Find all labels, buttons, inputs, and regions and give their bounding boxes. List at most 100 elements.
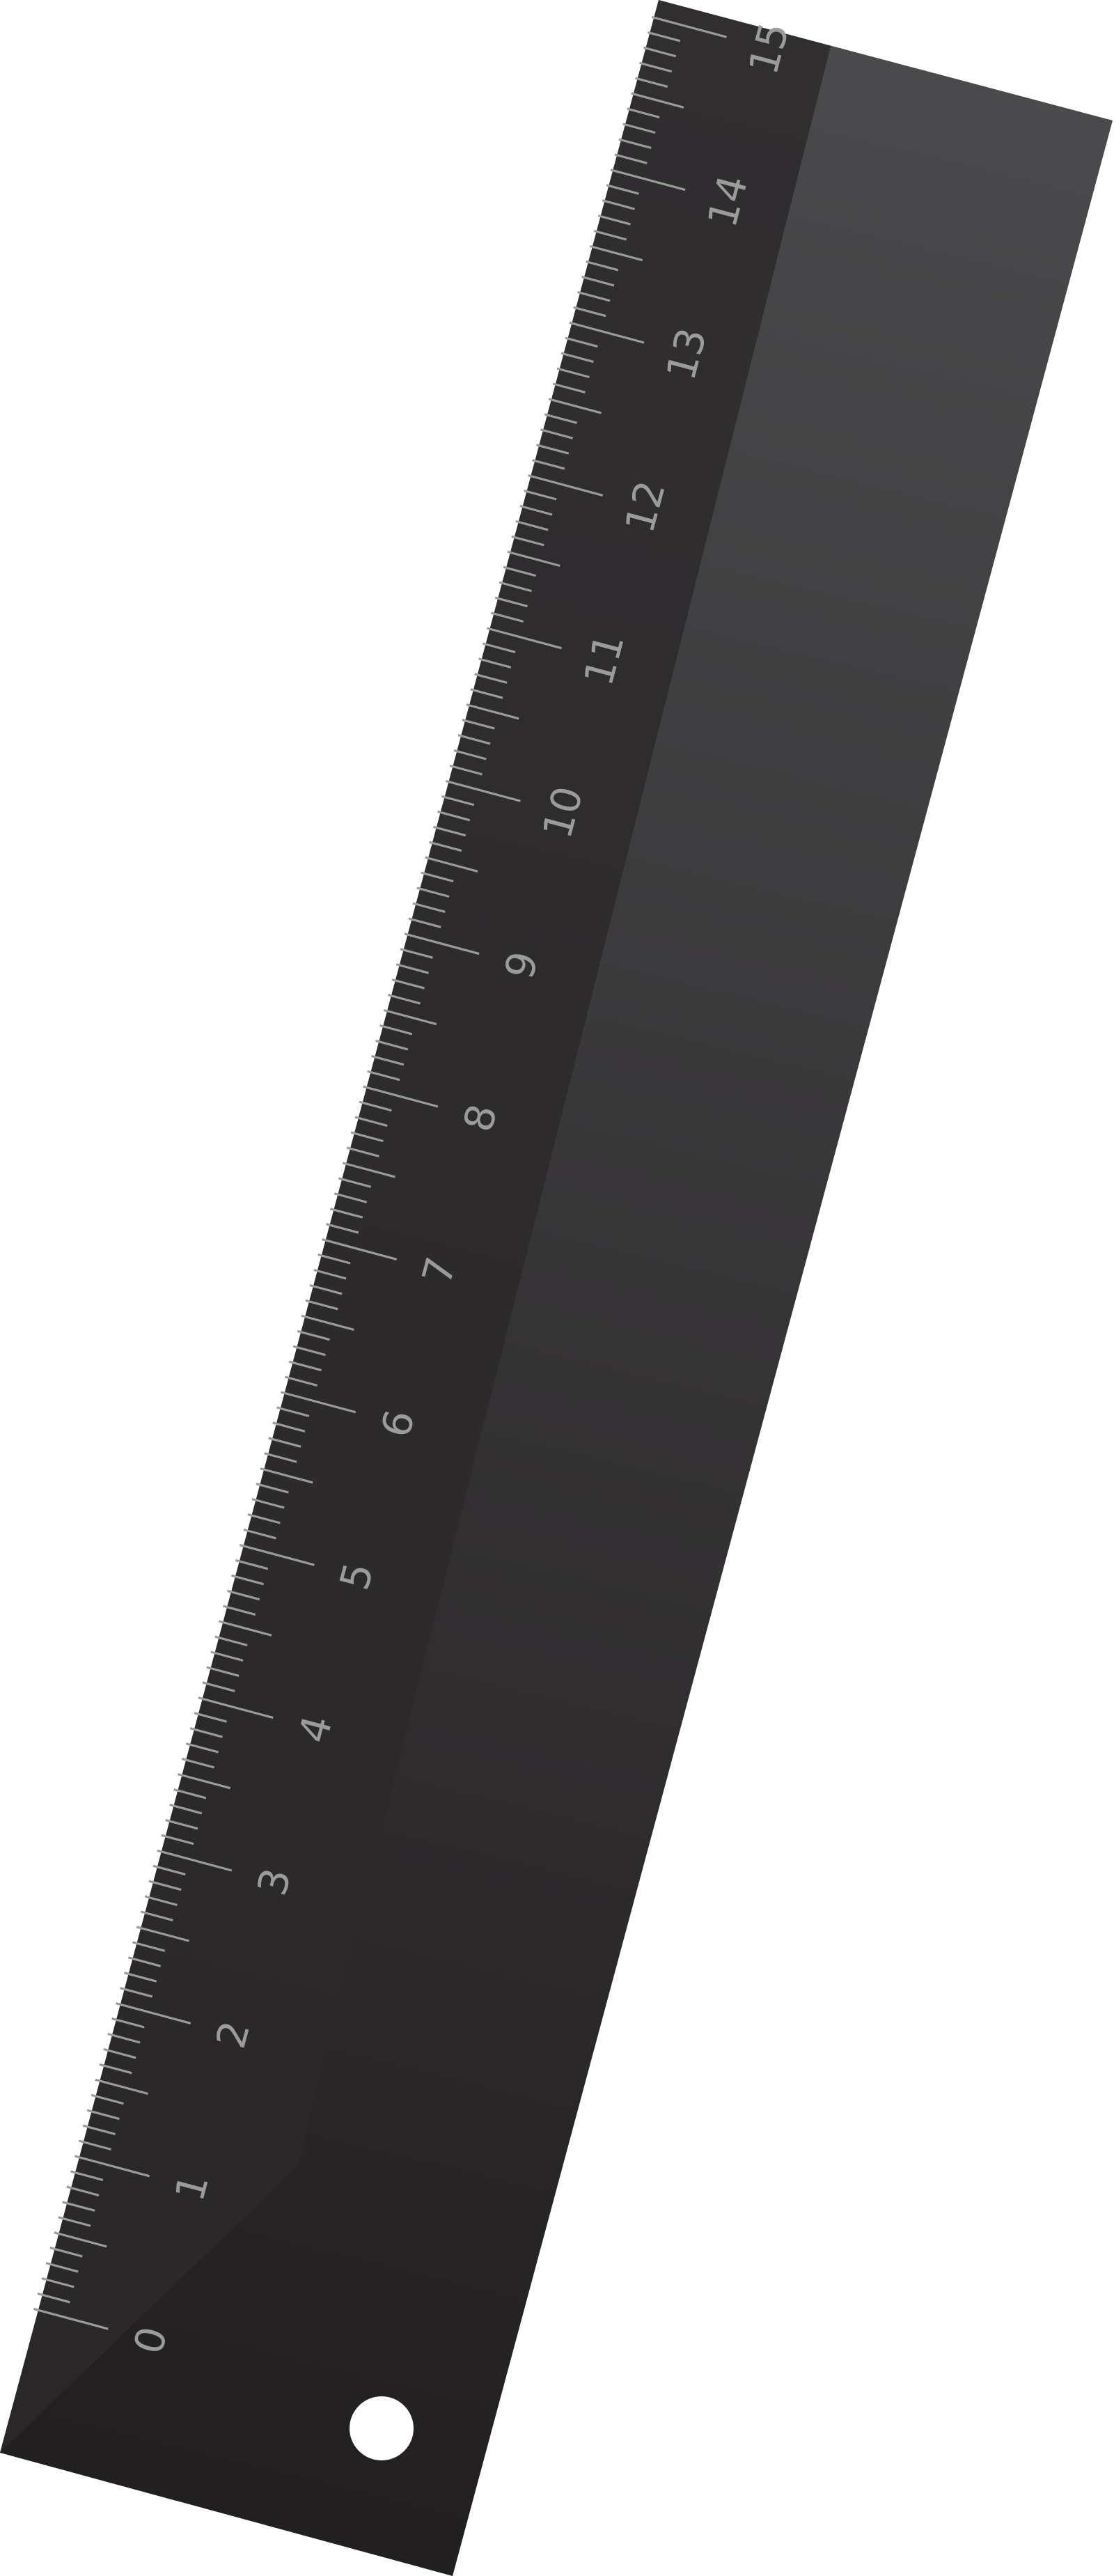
minor-tick xyxy=(313,1268,347,1280)
minor-tick xyxy=(144,1895,178,1907)
minor-tick xyxy=(82,2124,116,2136)
minor-tick xyxy=(478,657,512,669)
minor-tick xyxy=(334,1192,368,1203)
minor-tick xyxy=(317,1254,351,1265)
minor-tick xyxy=(66,2185,100,2196)
minor-tick xyxy=(41,2277,74,2288)
minor-tick xyxy=(256,1483,289,1494)
minor-tick xyxy=(494,596,528,608)
half-tick xyxy=(95,2078,148,2095)
minor-tick xyxy=(103,2047,136,2059)
minor-tick xyxy=(532,459,565,470)
major-tick xyxy=(74,2155,150,2178)
major-tick xyxy=(322,1238,398,1260)
minor-tick xyxy=(490,611,524,623)
half-tick xyxy=(425,856,478,873)
minor-tick xyxy=(292,1345,326,1357)
minor-tick xyxy=(202,1681,235,1692)
minor-tick xyxy=(189,1727,223,1738)
half-tick xyxy=(631,92,684,109)
half-tick xyxy=(260,1467,313,1484)
minor-tick xyxy=(474,673,508,684)
half-tick xyxy=(219,1620,272,1637)
major-tick xyxy=(528,474,604,497)
minor-tick xyxy=(408,917,441,928)
minor-tick xyxy=(276,1406,310,1417)
minor-tick xyxy=(268,1437,301,1448)
minor-tick xyxy=(148,1880,182,1891)
minor-tick xyxy=(161,1834,194,1845)
major-tick xyxy=(280,1391,356,1414)
major-tick xyxy=(569,321,645,344)
minor-tick xyxy=(581,275,615,287)
minor-tick xyxy=(223,1605,256,1616)
minor-tick xyxy=(284,1375,318,1387)
minor-tick xyxy=(214,1635,248,1647)
minor-tick xyxy=(515,520,549,531)
minor-tick xyxy=(78,2139,112,2151)
minor-tick xyxy=(647,31,681,42)
half-tick xyxy=(466,703,519,720)
minor-tick xyxy=(593,230,627,241)
minor-tick xyxy=(127,1956,162,1967)
minor-tick xyxy=(120,1987,153,1998)
half-tick xyxy=(342,1162,396,1178)
minor-tick xyxy=(251,1498,285,1509)
minor-tick xyxy=(606,184,639,195)
minor-tick xyxy=(627,107,660,119)
minor-tick xyxy=(181,1758,215,1769)
minor-tick xyxy=(449,764,483,776)
minor-tick xyxy=(453,749,487,760)
half-tick xyxy=(177,1772,231,1790)
minor-tick xyxy=(432,825,466,837)
minor-tick xyxy=(614,153,648,164)
half-tick xyxy=(136,1926,190,1942)
minor-tick xyxy=(519,504,553,516)
minor-tick xyxy=(503,565,536,577)
minor-tick xyxy=(58,2216,91,2227)
minor-tick xyxy=(544,413,578,424)
minor-tick xyxy=(264,1452,297,1463)
minor-tick xyxy=(573,306,606,318)
major-tick xyxy=(198,1696,274,1719)
tick-strip xyxy=(0,0,831,2453)
major-tick xyxy=(404,932,480,955)
minor-tick xyxy=(62,2201,95,2212)
major-tick xyxy=(157,1849,233,1872)
minor-tick xyxy=(309,1283,343,1295)
minor-tick xyxy=(326,1223,359,1234)
minor-tick xyxy=(70,2170,104,2181)
minor-tick xyxy=(305,1299,338,1311)
minor-tick xyxy=(354,1116,388,1127)
major-tick xyxy=(116,2002,191,2024)
minor-tick xyxy=(230,1574,265,1586)
minor-tick xyxy=(375,1039,409,1051)
minor-tick xyxy=(45,2262,79,2273)
minor-tick xyxy=(173,1788,207,1800)
half-tick xyxy=(548,398,602,414)
minor-tick xyxy=(552,382,586,393)
minor-tick xyxy=(483,642,516,653)
minor-tick xyxy=(535,444,570,455)
minor-tick xyxy=(99,2063,132,2075)
minor-tick xyxy=(346,1146,379,1157)
major-tick xyxy=(651,15,727,38)
major-tick xyxy=(33,2307,109,2330)
minor-tick xyxy=(152,1864,186,1876)
minor-tick xyxy=(400,948,433,959)
minor-tick xyxy=(618,138,652,149)
minor-tick xyxy=(462,719,495,730)
minor-tick xyxy=(577,290,611,302)
minor-tick xyxy=(329,1208,363,1219)
minor-tick xyxy=(297,1329,330,1341)
hanging-hole xyxy=(350,2396,414,2460)
half-tick xyxy=(301,1314,354,1332)
tick-marks xyxy=(33,15,727,2330)
half-tick xyxy=(589,244,643,262)
minor-tick xyxy=(49,2247,83,2258)
minor-tick xyxy=(247,1513,281,1524)
minor-tick xyxy=(194,1712,227,1723)
major-tick xyxy=(239,1543,315,1566)
minor-tick xyxy=(243,1528,276,1540)
